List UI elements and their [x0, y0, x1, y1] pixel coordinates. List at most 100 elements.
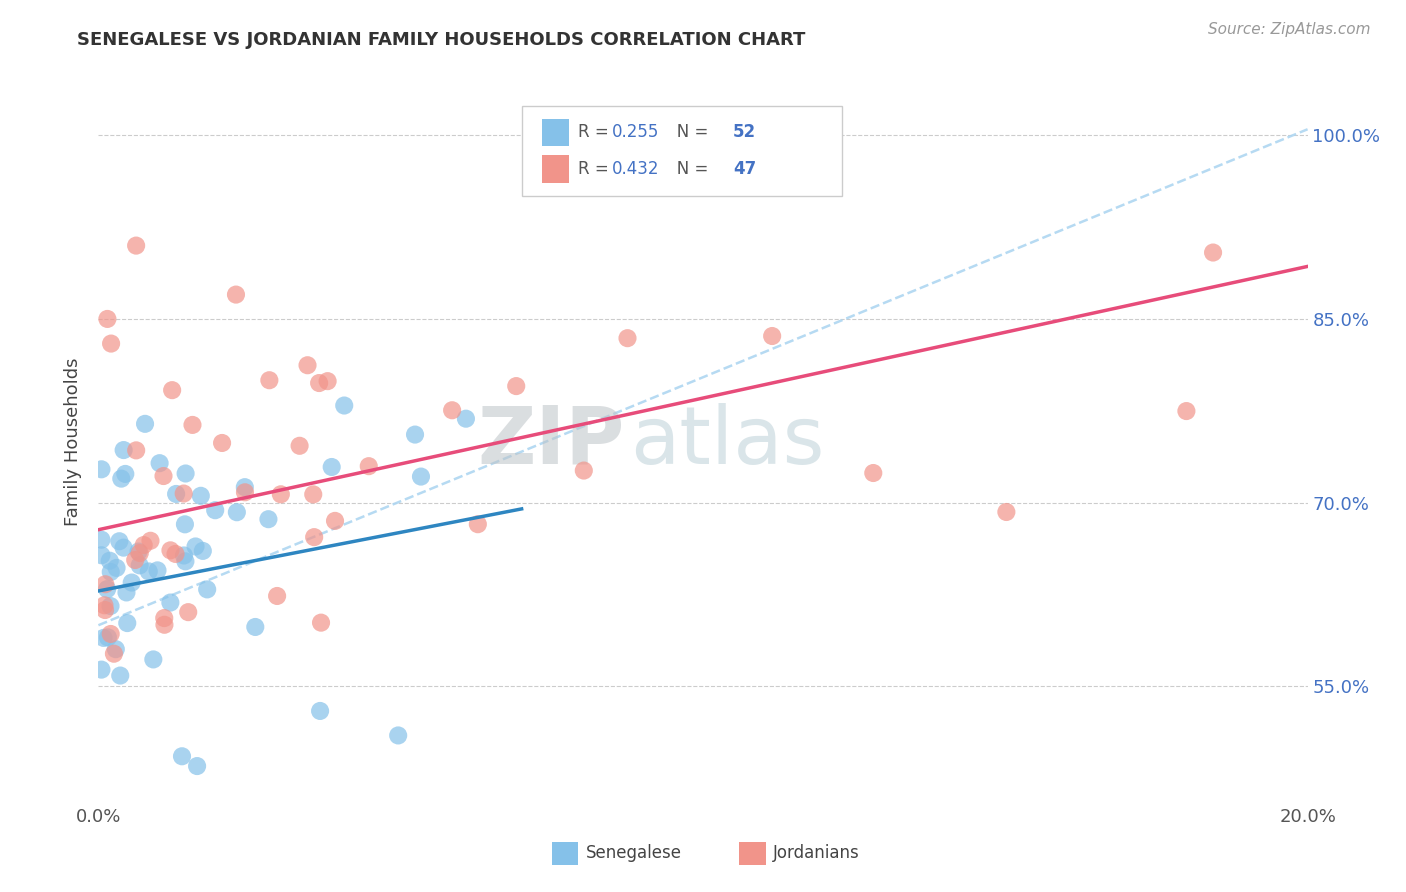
- Point: [159, 543, 181, 558]
- Point: [441, 403, 464, 417]
- Point: [94, 603, 117, 617]
- Point: [100, 336, 122, 351]
- Point: [170, 749, 193, 764]
- Text: N =: N =: [661, 123, 713, 141]
- Point: [128, 558, 150, 573]
- Point: [138, 565, 160, 579]
- Point: [409, 469, 432, 483]
- Point: [110, 668, 132, 682]
- Point: [146, 563, 169, 577]
- Point: [572, 464, 595, 478]
- Point: [259, 373, 281, 387]
- Point: [121, 575, 143, 590]
- Point: [90, 663, 112, 677]
- Point: [181, 417, 204, 432]
- Point: [211, 436, 233, 450]
- Point: [297, 358, 319, 372]
- Point: [316, 374, 339, 388]
- Point: [115, 585, 138, 599]
- Bar: [543, 119, 569, 146]
- Point: [132, 538, 155, 552]
- Point: [125, 238, 148, 252]
- Point: [186, 759, 208, 773]
- Point: [159, 596, 181, 610]
- Point: [1175, 404, 1198, 418]
- Point: [96, 312, 118, 326]
- Point: [152, 469, 174, 483]
- Point: [153, 611, 176, 625]
- Point: [149, 456, 172, 470]
- Point: [173, 549, 195, 563]
- Point: [204, 503, 226, 517]
- Point: [257, 512, 280, 526]
- Point: [302, 487, 325, 501]
- Point: [108, 534, 131, 549]
- Point: [233, 485, 256, 500]
- Point: [125, 443, 148, 458]
- Bar: [551, 842, 578, 865]
- Point: [139, 533, 162, 548]
- Bar: [543, 155, 569, 183]
- Point: [616, 331, 638, 345]
- Point: [177, 605, 200, 619]
- Point: [165, 487, 187, 501]
- Text: 0.432: 0.432: [613, 161, 659, 178]
- Point: [134, 417, 156, 431]
- Text: Senegalese: Senegalese: [586, 845, 682, 863]
- Point: [454, 411, 477, 425]
- Point: [174, 554, 197, 568]
- Point: [100, 599, 122, 613]
- Point: [225, 287, 247, 301]
- Point: [309, 615, 332, 630]
- Point: [90, 548, 112, 562]
- Point: [505, 379, 527, 393]
- Point: [100, 565, 122, 579]
- Point: [862, 466, 884, 480]
- Text: 47: 47: [734, 161, 756, 178]
- Point: [995, 505, 1018, 519]
- Point: [174, 467, 197, 481]
- Point: [117, 616, 139, 631]
- Point: [333, 399, 356, 413]
- Point: [100, 627, 122, 641]
- Point: [191, 544, 214, 558]
- Text: atlas: atlas: [630, 402, 825, 481]
- Point: [160, 383, 183, 397]
- Text: Source: ZipAtlas.com: Source: ZipAtlas.com: [1208, 22, 1371, 37]
- Point: [110, 472, 132, 486]
- Text: 52: 52: [734, 123, 756, 141]
- Text: Jordanians: Jordanians: [773, 845, 860, 863]
- Point: [128, 546, 150, 560]
- Point: [165, 547, 187, 561]
- Point: [288, 439, 311, 453]
- Text: ZIP: ZIP: [477, 402, 624, 481]
- Point: [105, 561, 128, 575]
- Point: [104, 642, 127, 657]
- Point: [357, 459, 380, 474]
- Point: [90, 462, 112, 476]
- Point: [387, 728, 409, 742]
- Text: R =: R =: [578, 161, 614, 178]
- Point: [321, 460, 343, 475]
- Text: 0.255: 0.255: [613, 123, 659, 141]
- Point: [190, 489, 212, 503]
- Point: [97, 631, 120, 645]
- Point: [233, 480, 256, 494]
- Point: [323, 514, 346, 528]
- Text: N =: N =: [661, 161, 713, 178]
- Point: [112, 443, 135, 458]
- Point: [1202, 245, 1225, 260]
- Point: [174, 517, 197, 532]
- Point: [114, 467, 136, 481]
- Point: [112, 541, 135, 555]
- Point: [195, 582, 218, 597]
- Point: [94, 577, 117, 591]
- Point: [308, 376, 330, 390]
- Point: [467, 517, 489, 532]
- Point: [309, 704, 332, 718]
- Point: [173, 486, 195, 500]
- FancyBboxPatch shape: [522, 105, 842, 196]
- Point: [96, 582, 118, 596]
- Point: [93, 631, 115, 645]
- Point: [225, 505, 247, 519]
